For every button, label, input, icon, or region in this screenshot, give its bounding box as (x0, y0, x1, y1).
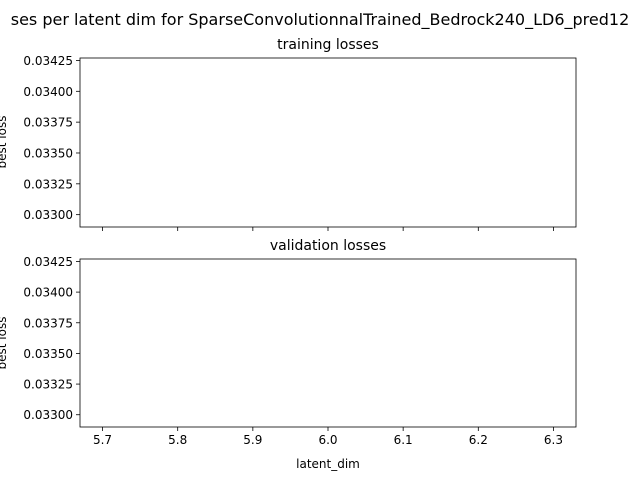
validation-losses-xtick-label: 6.2 (469, 433, 488, 447)
training-losses-plot-frame (79, 57, 577, 228)
training-losses-ytick-label: 0.03300 (23, 208, 73, 222)
training-losses-ytick-label: 0.03325 (23, 177, 73, 191)
validation-losses-ytick-label: 0.03425 (23, 255, 73, 269)
validation-losses-ticks: 5.7 5.8 5.9 6.0 6.1 6.2 6.3 0.03300 0.03325 0.033… (23, 255, 563, 447)
validation-losses-xtick-label: 6.3 (544, 433, 563, 447)
validation-losses-xtick-label: 5.9 (243, 433, 262, 447)
validation-losses-plot-frame (79, 258, 577, 428)
training-losses-axes: training losses best loss 0.03300 0.03325… (0, 37, 577, 231)
validation-losses-xtick-label: 6.0 (318, 433, 337, 447)
training-losses-ytick-label: 0.03425 (23, 54, 73, 68)
training-losses-ytick-label: 0.03400 (23, 85, 73, 99)
validation-losses-ytick-label: 0.03325 (23, 378, 73, 392)
validation-losses-axes: validation losses best loss latent_dim 5… (0, 238, 577, 471)
validation-losses-xtick-label: 5.8 (168, 433, 187, 447)
training-losses-ytick-label: 0.03375 (23, 116, 73, 130)
training-losses-ytick-label: 0.03350 (23, 146, 73, 160)
validation-losses-xtick-label: 6.1 (394, 433, 413, 447)
validation-losses-ytick-label: 0.03400 (23, 286, 73, 300)
validation-losses-xlabel: latent_dim (296, 457, 360, 471)
validation-losses-ylabel: best loss (0, 317, 9, 370)
figure-suptitle: ses per latent dim for SparseConvolution… (11, 10, 630, 30)
validation-losses-ytick-label: 0.03375 (23, 316, 73, 330)
training-losses-ticks: 0.03300 0.03325 0.03350 0.03375 0.03400 0.034… (23, 54, 554, 231)
validation-losses-ytick-label: 0.03300 (23, 408, 73, 422)
validation-losses-xtick-label: 5.7 (93, 433, 112, 447)
training-losses-ylabel: best loss (0, 116, 9, 169)
training-losses-title: training losses (277, 37, 379, 53)
validation-losses-ytick-label: 0.03350 (23, 347, 73, 361)
validation-losses-title: validation losses (270, 238, 386, 254)
